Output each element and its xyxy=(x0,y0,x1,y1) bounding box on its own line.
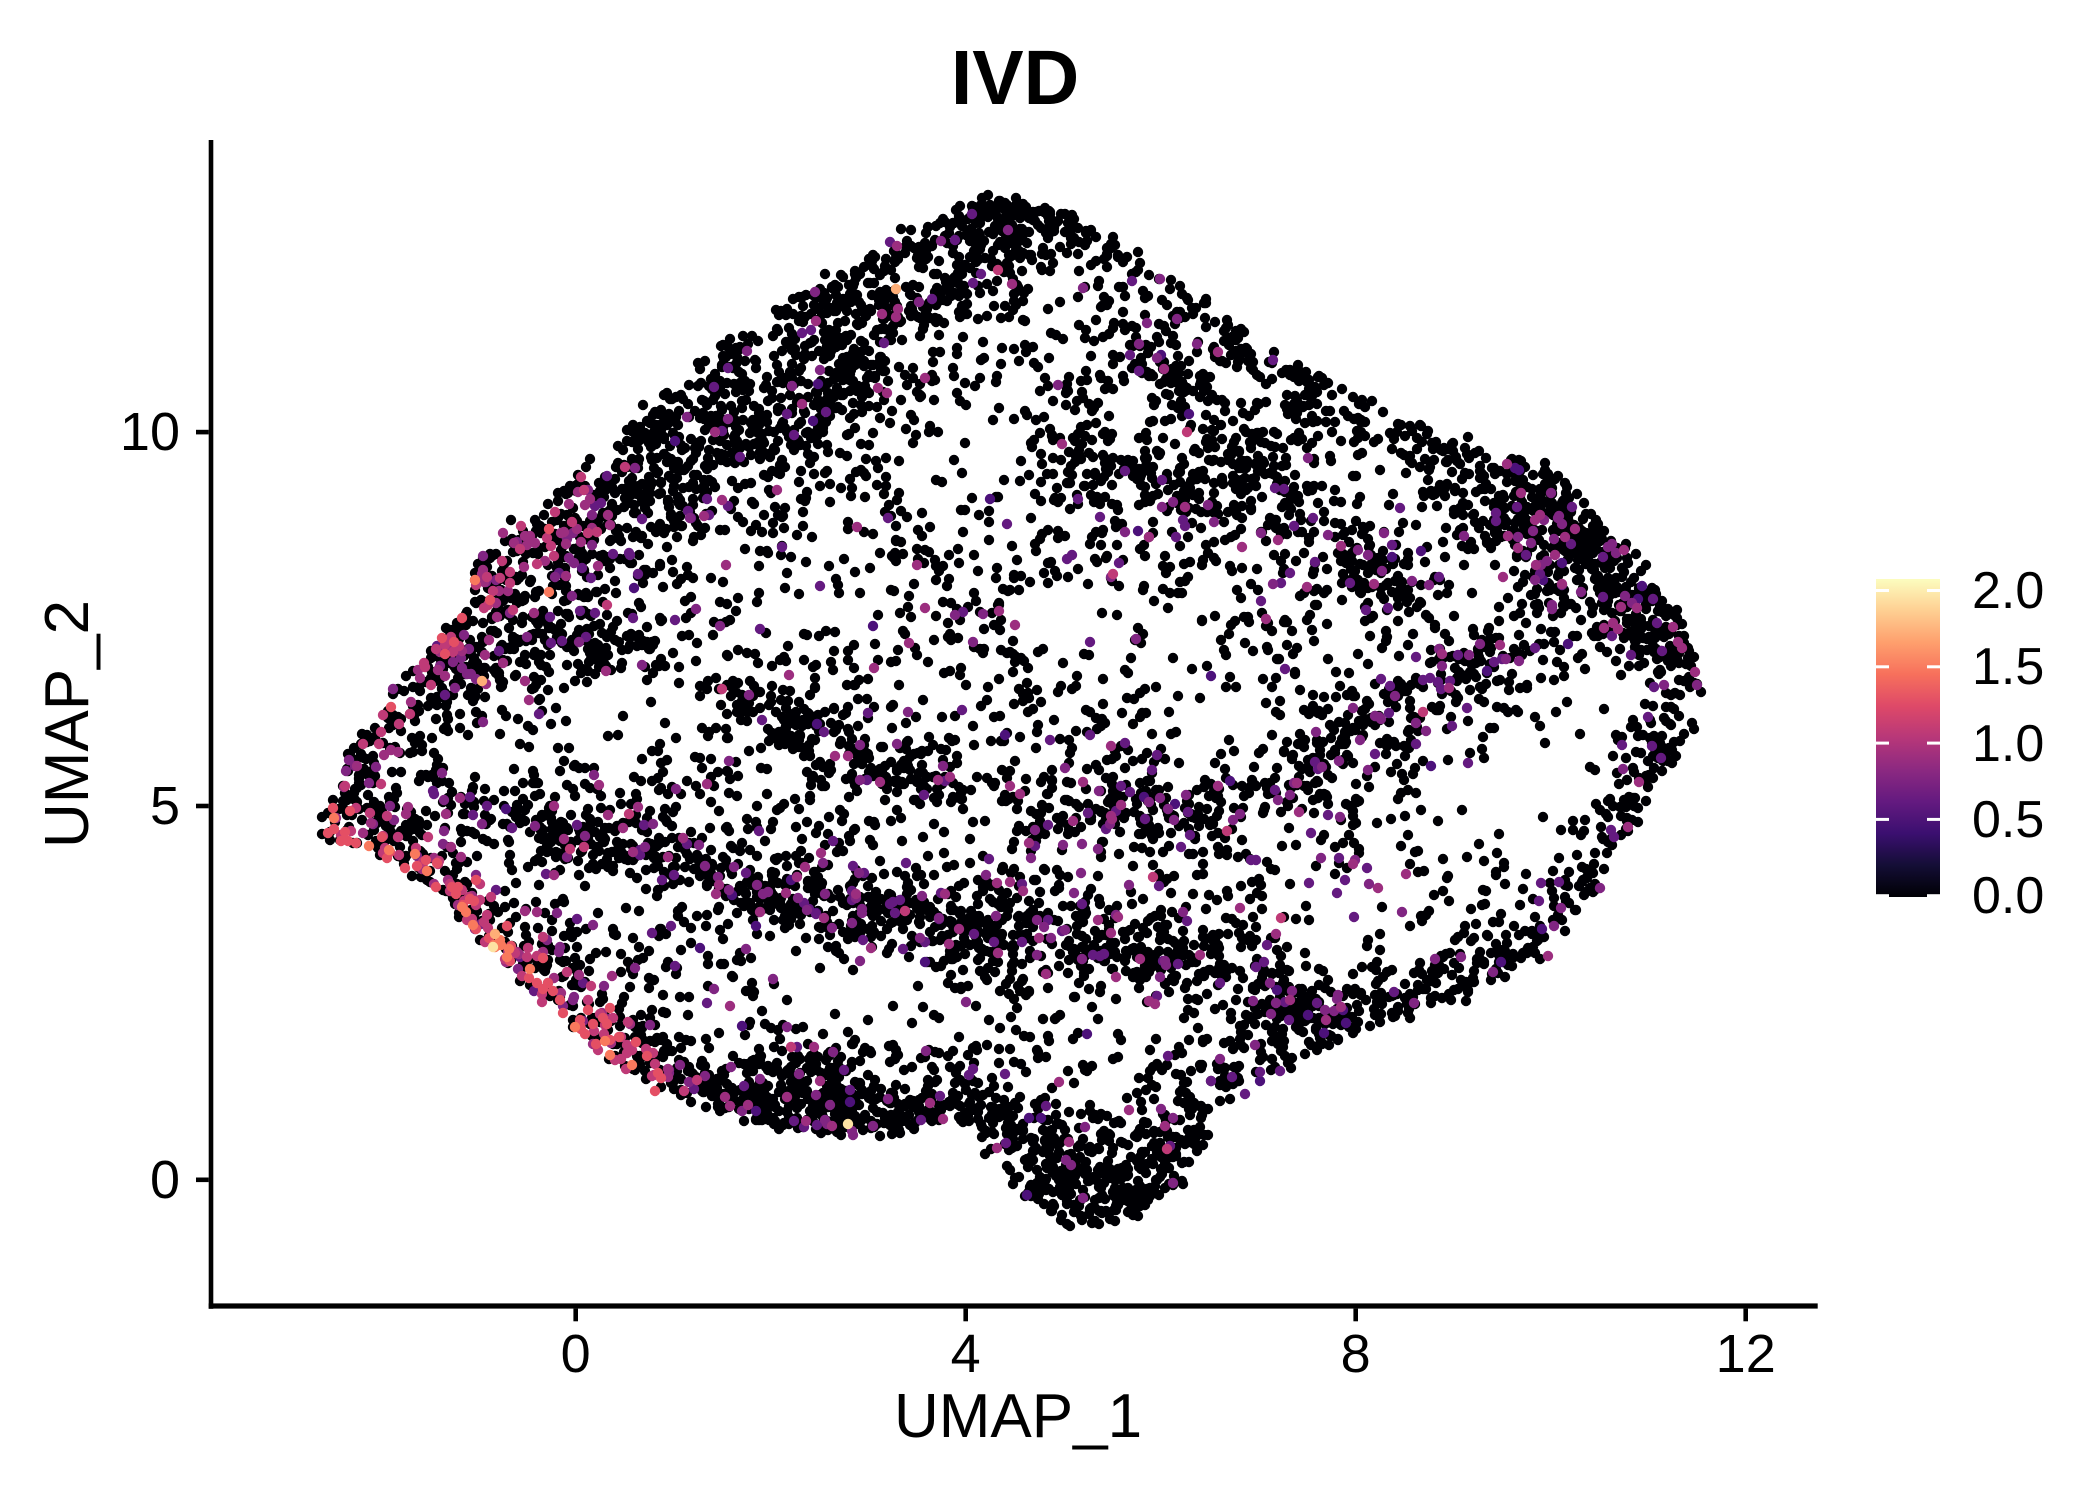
svg-text:0: 0 xyxy=(561,1324,591,1384)
svg-text:1.5: 1.5 xyxy=(1972,638,2044,696)
svg-text:4: 4 xyxy=(951,1324,981,1384)
svg-text:0.0: 0.0 xyxy=(1972,867,2044,925)
svg-text:12: 12 xyxy=(1716,1324,1776,1384)
svg-text:UMAP_2: UMAP_2 xyxy=(33,600,102,848)
svg-text:5: 5 xyxy=(150,776,180,836)
svg-text:UMAP_1: UMAP_1 xyxy=(894,1382,1142,1451)
svg-text:2.0: 2.0 xyxy=(1972,562,2044,620)
svg-text:IVD: IVD xyxy=(951,35,1079,121)
svg-text:0: 0 xyxy=(150,1150,180,1210)
svg-text:10: 10 xyxy=(120,402,180,462)
svg-text:8: 8 xyxy=(1341,1324,1371,1384)
svg-text:0.5: 0.5 xyxy=(1972,791,2044,849)
svg-text:1.0: 1.0 xyxy=(1972,715,2044,773)
